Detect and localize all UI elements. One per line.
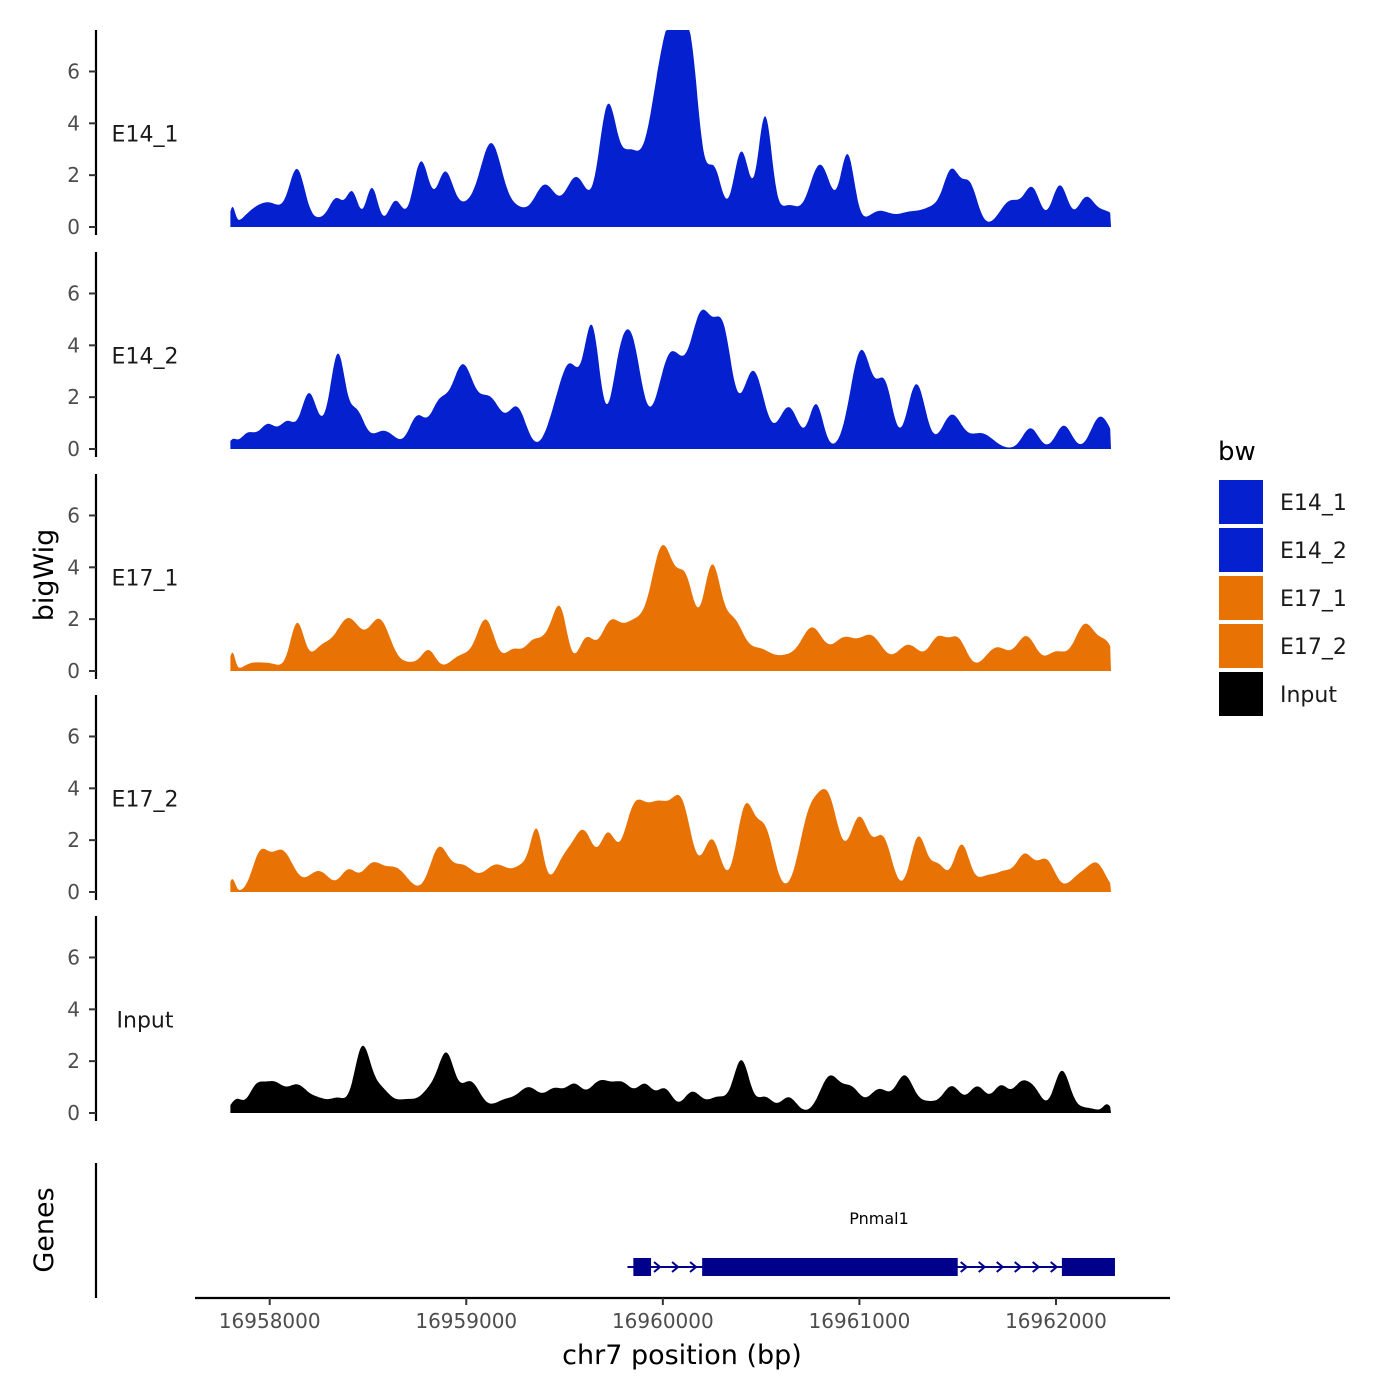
panel-e14-1: 0 2 4 6 E14_1 xyxy=(67,30,1111,239)
y-tick-label: 6 xyxy=(67,503,80,527)
panel-e17-2: 0 2 4 6 E17_2 xyxy=(67,695,1111,904)
x-tick-label: 16961000 xyxy=(809,1309,911,1333)
panel-input: 0 2 4 6 Input xyxy=(67,916,1111,1125)
legend-key xyxy=(1219,480,1263,524)
y-tick-label: 2 xyxy=(67,828,80,852)
y-tick-label: 2 xyxy=(67,1049,80,1073)
strand-arrow xyxy=(1032,1261,1041,1273)
y-tick-label: 2 xyxy=(67,607,80,631)
y-tick-label: 4 xyxy=(67,776,80,800)
y-tick-label: 4 xyxy=(67,555,80,579)
strand-arrow xyxy=(689,1261,698,1273)
legend-label: E17_2 xyxy=(1280,635,1347,660)
panel-label: E14_1 xyxy=(112,123,179,148)
signal-area-e17-2 xyxy=(230,789,1111,892)
panel-e14-2: 0 2 4 6 E14_2 xyxy=(67,252,1111,461)
legend-label: Input xyxy=(1280,683,1337,708)
legend-label: E17_1 xyxy=(1280,587,1347,612)
x-tick-label: 16960000 xyxy=(612,1309,714,1333)
y-tick-label: 0 xyxy=(67,880,80,904)
legend-key xyxy=(1219,672,1263,716)
legend-entries: E14_1 E14_2 E17_1 E17_2 Input xyxy=(1219,480,1347,716)
signal-area-e17-1 xyxy=(230,545,1111,671)
strand-arrow xyxy=(960,1261,969,1273)
y-tick-label: 6 xyxy=(67,945,80,969)
strand-arrow xyxy=(653,1261,662,1273)
y-tick-label: 4 xyxy=(67,997,80,1021)
y-tick-label: 0 xyxy=(67,1101,80,1125)
y-tick-label: 6 xyxy=(67,59,80,83)
panel-e17-1: 0 2 4 6 E17_1 xyxy=(67,474,1111,683)
y-tick-label: 4 xyxy=(67,333,80,357)
y-tick-label: 0 xyxy=(67,659,80,683)
x-tick-label: 16962000 xyxy=(1005,1309,1107,1333)
gene-model xyxy=(627,1258,1115,1276)
genes-axis-title: Genes xyxy=(29,1187,60,1272)
strand-arrow xyxy=(671,1261,680,1273)
y-tick-label: 2 xyxy=(67,385,80,409)
signal-area-e14-2 xyxy=(230,309,1111,449)
signal-area-e14-1 xyxy=(230,30,1111,227)
track-panels: 0 2 4 6 E14_1 0 2 4 6 E14_2 0 2 4 6 E17_1 0 2 4 6 E17_2 0 2 4 6… xyxy=(67,30,1111,1125)
y-axis-title: bigWig xyxy=(29,529,60,622)
legend-key xyxy=(1219,576,1263,620)
gene-exon xyxy=(633,1258,652,1276)
y-tick-label: 0 xyxy=(67,437,80,461)
gene-exon xyxy=(702,1258,958,1276)
genes-panel: Genes Pnmal1 xyxy=(29,1163,1115,1298)
x-axis-title: chr7 position (bp) xyxy=(562,1340,802,1371)
x-axis: 16958000 16959000 16960000 16961000 16962000… xyxy=(195,1296,1170,1371)
legend-title: bw xyxy=(1218,437,1256,467)
panel-label: E17_2 xyxy=(112,788,179,813)
x-tick-label: 16958000 xyxy=(219,1309,321,1333)
x-ticks: 16958000 16959000 16960000 16961000 16962000 xyxy=(219,1298,1107,1333)
signal-area-input xyxy=(230,1045,1111,1113)
strand-arrow xyxy=(1014,1261,1023,1273)
x-tick-label: 16959000 xyxy=(415,1309,517,1333)
strand-arrow xyxy=(978,1261,987,1273)
y-tick-label: 6 xyxy=(67,281,80,305)
legend-key xyxy=(1219,528,1263,572)
legend-label: E14_2 xyxy=(1280,539,1347,564)
y-tick-label: 0 xyxy=(67,215,80,239)
panel-label: E14_2 xyxy=(112,345,179,370)
legend-key xyxy=(1219,624,1263,668)
legend: bw E14_1 E14_2 E17_1 E17_2 Input xyxy=(1218,437,1347,716)
y-tick-label: 6 xyxy=(67,724,80,748)
strand-arrow xyxy=(1050,1261,1059,1273)
gene-exon xyxy=(1061,1258,1115,1276)
legend-label: E14_1 xyxy=(1280,491,1347,516)
y-tick-label: 2 xyxy=(67,163,80,187)
gene-label: Pnmal1 xyxy=(849,1209,909,1228)
y-tick-label: 4 xyxy=(67,111,80,135)
panel-label: E17_1 xyxy=(112,567,179,592)
panel-label: Input xyxy=(117,1009,174,1034)
strand-arrow xyxy=(996,1261,1005,1273)
